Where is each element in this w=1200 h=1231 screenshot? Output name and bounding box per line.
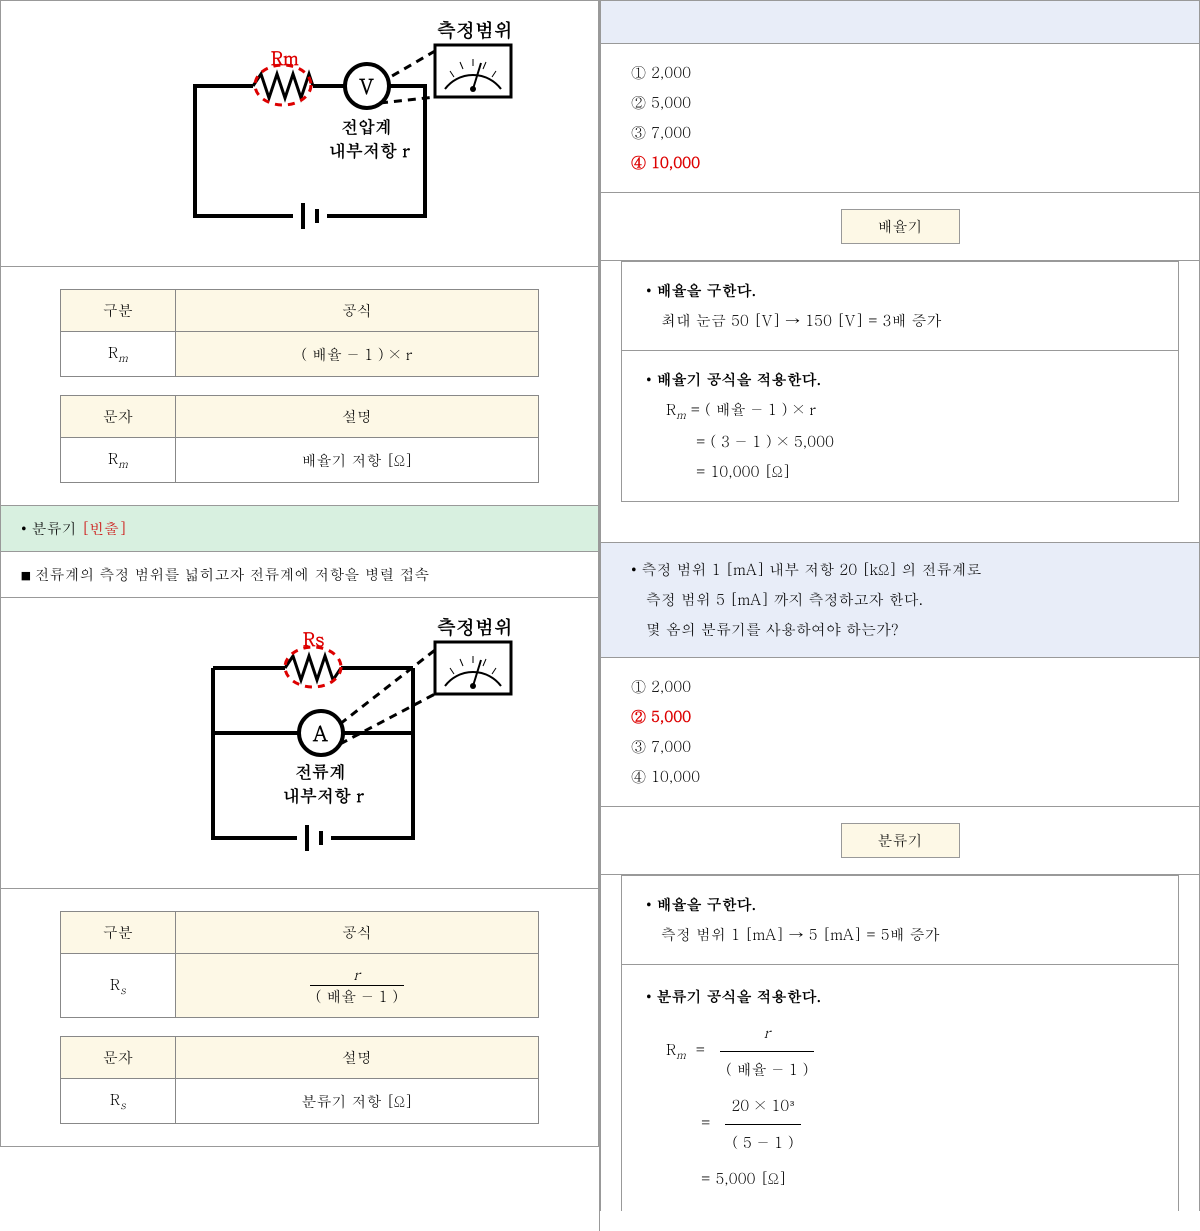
svg-text:A: A	[312, 718, 328, 747]
svg-text:내부저항 r: 내부저항 r	[283, 783, 365, 807]
q2-stem: 측정 범위 1 [mA] 내부 저항 20 [kΩ] 의 전류계로 측정 범위 …	[600, 543, 1200, 658]
q1-options: ① 2,000 ② 5,000 ③ 7,000 ④ 10,000	[600, 44, 1200, 193]
q1-opt1[interactable]: ① 2,000	[631, 58, 1169, 88]
q2-sol-l1: 배율을 구한다.	[657, 894, 756, 915]
diagram-ammeter: 측정범위↑ Rs	[0, 598, 599, 889]
q2-stem3: 몇 옴의 분류기를 사용하여야 하는가?	[646, 619, 898, 640]
th-formula: 공식	[175, 290, 538, 332]
desc-table-rm: 문자 설명 Rm 배율기 저항 [Ω]	[60, 395, 539, 483]
svg-text:측정범위↑: 측정범위↑	[437, 613, 515, 640]
q1-sol-l1: 배율을 구한다.	[657, 280, 756, 301]
q1-opt2[interactable]: ② 5,000	[631, 88, 1169, 118]
q1-opt4-answer[interactable]: ④ 10,000	[631, 148, 1169, 178]
cell-formula2: r ( 배율 − 1 )	[175, 954, 538, 1018]
diagram-voltmeter: 측정범위↑ Rm	[0, 0, 599, 267]
q1-sol-cell2: 배율기 공식을 적용한다. Rm = ( 배율 − 1 ) × r = ( 3 …	[622, 351, 1178, 501]
q2-sol-cell1: 배율을 구한다. 측정 범위 1 [mA] → 5 [mA] = 5배 증가	[622, 876, 1178, 965]
q1-opt3[interactable]: ③ 7,000	[631, 118, 1169, 148]
shunt-header-row: 분류기 [빈출]	[0, 506, 599, 552]
q2-opt1[interactable]: ① 2,000	[631, 672, 1169, 702]
q1-sol-cell1: 배율을 구한다. 최대 눈금 50 [V] → 150 [V] = 3배 증가	[622, 262, 1178, 351]
multiplier-tag: 배율기	[841, 209, 960, 244]
q2-opt2-answer[interactable]: ② 5,000	[631, 702, 1169, 732]
q1-sol-l3: 배율기 공식을 적용한다.	[657, 369, 821, 390]
th-formula2: 공식	[175, 912, 538, 954]
svg-text:V: V	[359, 71, 374, 100]
svg-text:전류계: 전류계	[295, 759, 346, 783]
left-column: 측정범위↑ Rm	[0, 0, 600, 1231]
q1-tag-row: 배율기	[600, 193, 1200, 261]
q1-sol-l2: 최대 눈금 50 [V] → 150 [V] = 3배 증가	[661, 310, 941, 331]
right-column: ① 2,000 ② 5,000 ③ 7,000 ④ 10,000 배율기 배율을…	[600, 0, 1200, 1231]
page: 측정범위↑ Rm	[0, 0, 1200, 1231]
th-gubun2: 구분	[60, 912, 175, 954]
q1-solution-outer: 배율을 구한다. 최대 눈금 50 [V] → 150 [V] = 3배 증가 …	[600, 261, 1200, 543]
cell-rm: Rm	[60, 332, 175, 377]
q1-eq3: = 10,000 [Ω]	[696, 461, 790, 482]
svg-text:Rm: Rm	[271, 46, 299, 71]
voltmeter-circuit-svg: 측정범위↑ Rm	[85, 11, 515, 246]
shunt-desc-text: 전류계의 측정 범위를 넓히고자 전류계에 저항을 병렬 접속	[34, 564, 429, 585]
th-desc: 설명	[175, 396, 538, 438]
svg-text:전압계: 전압계	[341, 114, 392, 138]
svg-text:Rs: Rs	[303, 627, 324, 652]
cell-rs: Rs	[60, 954, 175, 1018]
q2-options: ① 2,000 ② 5,000 ③ 7,000 ④ 10,000	[600, 658, 1200, 807]
q1-stem-clipped	[600, 0, 1200, 44]
cell-desc: 배율기 저항 [Ω]	[175, 438, 538, 483]
th-char2: 문자	[60, 1037, 175, 1079]
formula-table-rs: 구분 공식 Rs r ( 배율 − 1 )	[60, 911, 539, 1018]
ammeter-circuit-svg: 측정범위↑ Rs	[85, 608, 515, 868]
q2-sol-l3: 분류기 공식을 적용한다.	[657, 986, 821, 1007]
cell-rs2: Rs	[60, 1079, 175, 1124]
q2-opt4[interactable]: ④ 10,000	[631, 762, 1169, 792]
q2-sol-l2: 측정 범위 1 [mA] → 5 [mA] = 5배 증가	[661, 924, 940, 945]
ammeter-tables: 구분 공식 Rs r ( 배율 − 1 ) 문자 설명	[0, 889, 599, 1147]
square-bullet-icon	[21, 564, 34, 585]
q2-solution-outer: 배율을 구한다. 측정 범위 1 [mA] → 5 [mA] = 5배 증가 분…	[600, 875, 1200, 1211]
q1-eq2: = ( 3 − 1 ) × 5,000	[696, 431, 834, 452]
th-desc2: 설명	[175, 1037, 538, 1079]
shunt-desc: 전류계의 측정 범위를 넓히고자 전류계에 저항을 병렬 접속	[0, 552, 599, 598]
cell-rm2: Rm	[60, 438, 175, 483]
q1-solution: 배율을 구한다. 최대 눈금 50 [V] → 150 [V] = 3배 증가 …	[621, 261, 1179, 502]
q2-eq3: = 5,000 [Ω]	[701, 1168, 786, 1189]
svg-text:측정범위↑: 측정범위↑	[437, 16, 515, 43]
th-gubun: 구분	[60, 290, 175, 332]
shunt-tag: 분류기	[841, 823, 960, 858]
voltmeter-tables: 구분 공식 Rm ( 배율 − 1 ) × r 문자 설명 Rm 배율기 저항 …	[0, 267, 599, 506]
bullet-icon	[21, 518, 32, 539]
cell-desc2: 분류기 저항 [Ω]	[175, 1079, 538, 1124]
formula-table-rm: 구분 공식 Rm ( 배율 − 1 ) × r	[60, 289, 539, 377]
q2-stem1: 측정 범위 1 [mA] 내부 저항 20 [kΩ] 의 전류계로	[642, 559, 982, 580]
frequent-tag: [빈출]	[82, 518, 127, 539]
q2-stem2: 측정 범위 5 [mA] 까지 측정하고자 한다.	[646, 589, 923, 610]
desc-table-rs: 문자 설명 Rs 분류기 저항 [Ω]	[60, 1036, 539, 1124]
q2-solution: 배율을 구한다. 측정 범위 1 [mA] → 5 [mA] = 5배 증가 분…	[621, 875, 1179, 1211]
cell-formula: ( 배율 − 1 ) × r	[175, 332, 538, 377]
q2-sol-cell2: 분류기 공식을 적용한다. Rm = r( 배율 − 1 ) = 20 × 10…	[622, 965, 1178, 1211]
q2-opt3[interactable]: ③ 7,000	[631, 732, 1169, 762]
svg-text:내부저항 r: 내부저항 r	[329, 138, 411, 162]
th-char: 문자	[60, 396, 175, 438]
shunt-title: 분류기	[32, 518, 77, 539]
q2-tag-row: 분류기	[600, 807, 1200, 875]
